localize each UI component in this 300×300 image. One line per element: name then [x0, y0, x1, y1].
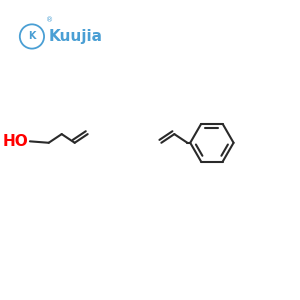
- Text: Kuujia: Kuujia: [48, 29, 102, 44]
- Text: HO: HO: [3, 134, 28, 149]
- Text: K: K: [28, 32, 36, 41]
- Text: ®: ®: [46, 17, 52, 23]
